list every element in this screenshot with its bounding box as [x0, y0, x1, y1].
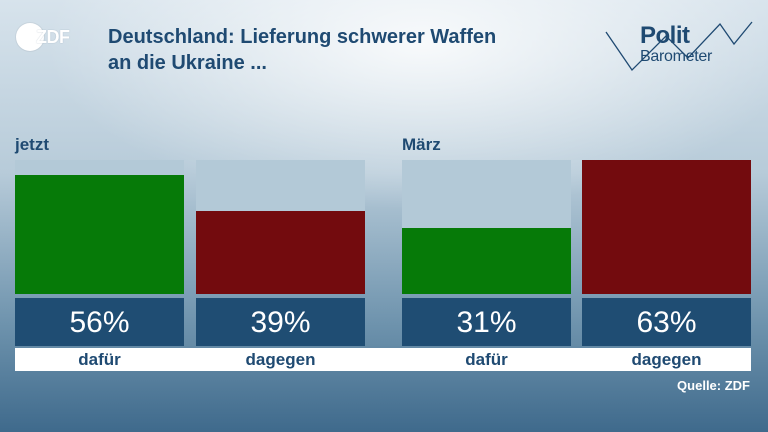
bar-maerz-dagegen [582, 160, 751, 294]
bar-maerz-dafuer [402, 228, 571, 294]
bar-jetzt-dafuer [15, 175, 184, 294]
bar-jetzt-dagegen [196, 211, 365, 294]
politbarometer-line1: Polit [640, 22, 690, 49]
bar-track-maerz-dafuer [402, 160, 571, 294]
zdf-logo-circle [16, 23, 44, 51]
politbarometer-wave-icon [605, 21, 753, 72]
bar-track-jetzt-dagegen [196, 160, 365, 294]
category-label-jetzt-dagegen: dagegen [245, 350, 316, 369]
bar-track-maerz-dagegen [582, 160, 751, 294]
value-label-maerz-dafuer: 31% [402, 298, 571, 346]
group-label-maerz: März [402, 135, 441, 154]
bar-track-jetzt-dafuer [15, 160, 184, 294]
group-label-jetzt: jetzt [15, 135, 49, 154]
value-label-jetzt-dagegen: 39% [196, 298, 365, 346]
zdf-logo: ZDF [16, 22, 70, 52]
politbarometer-logo: Polit Barometer [604, 14, 754, 74]
category-label-maerz-dafuer: dafür [465, 350, 508, 369]
chart-title-line-2: an die Ukraine ... [108, 52, 267, 74]
zdf-logo-text: ZDF [36, 26, 70, 47]
chart-title-line-1: Deutschland: Lieferung schwerer Waffen [108, 26, 497, 48]
category-strip [15, 348, 751, 371]
value-label-jetzt-dafuer: 56% [15, 298, 184, 346]
politbarometer-line2: Barometer [640, 48, 712, 65]
source-note: Quelle: ZDF [677, 378, 750, 393]
chart-title: Deutschland: Lieferung schwerer Waffen a… [108, 24, 578, 76]
category-label-maerz-dagegen: dagegen [631, 350, 702, 369]
category-label-jetzt-dafuer: dafür [78, 350, 121, 369]
value-label-maerz-dagegen: 63% [582, 298, 751, 346]
